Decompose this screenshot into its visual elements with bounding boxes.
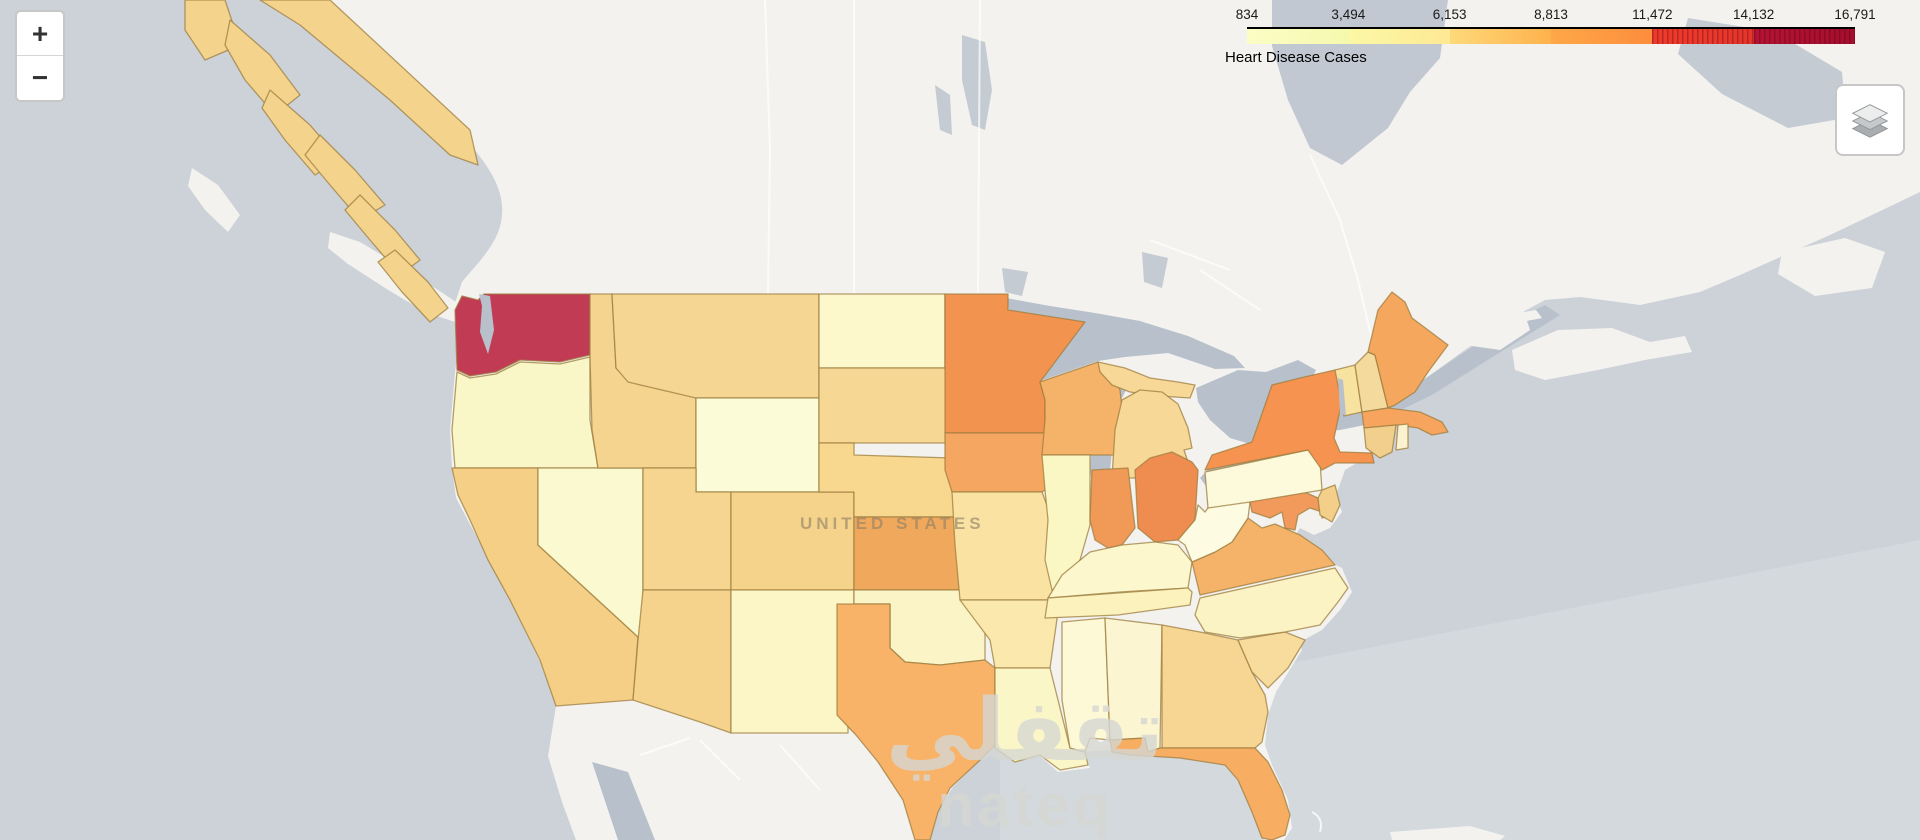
state-MI-upper[interactable] (1097, 361, 1196, 399)
legend-tick: 16,791 (1834, 7, 1876, 22)
puget-sound (479, 294, 494, 354)
state-TX[interactable] (836, 603, 996, 840)
legend-tick: 834 (1235, 7, 1259, 22)
province-border-bc-ab (764, 0, 772, 295)
state-SD[interactable] (818, 367, 953, 444)
state-IN[interactable] (1089, 467, 1136, 549)
legend-ramp-segment (1550, 29, 1653, 44)
province-border-on-qc (1309, 154, 1373, 341)
country-label: UNITED STATES (800, 514, 985, 533)
legend-title: Heart Disease Cases (1225, 49, 1367, 66)
state-ND[interactable] (818, 293, 946, 369)
choropleth-legend: 834 3,494 6,153 8,813 11,472 14,132 16,7… (1225, 7, 1876, 66)
legend-ramp-segment (1449, 29, 1551, 44)
layers-icon (1851, 104, 1889, 138)
nova-scotia (1512, 328, 1692, 380)
state-MT[interactable] (611, 293, 820, 399)
state-NC[interactable] (1194, 567, 1349, 639)
legend-ramp-segment (1753, 29, 1856, 44)
zoom-control: + − (15, 10, 65, 102)
ne-water-inlet (1678, 18, 1846, 128)
state-CO[interactable] (730, 491, 855, 591)
layers-control[interactable] (1835, 84, 1905, 156)
state-NJ[interactable] (1317, 484, 1341, 523)
lake-manitoba (935, 85, 952, 135)
lake-champlain (1338, 378, 1346, 415)
lake-nipigon (1142, 252, 1168, 288)
pacific-ocean (0, 0, 576, 840)
state-WY[interactable] (695, 397, 820, 493)
province-border-mb-on (977, 0, 981, 295)
legend-ramp-segment (1348, 29, 1450, 44)
legend-tick: 3,494 (1331, 7, 1366, 22)
zoom-in-button[interactable]: + (17, 12, 63, 56)
newfoundland (1778, 238, 1885, 296)
legend-tick: 6,153 (1432, 7, 1467, 22)
mexico-state-borders (639, 737, 821, 791)
state-AK[interactable] (259, 0, 479, 166)
state-IA[interactable] (944, 432, 1058, 493)
state-WV[interactable] (1177, 491, 1251, 563)
new-brunswick (1430, 296, 1530, 350)
haida-gwaii-island (188, 168, 240, 232)
state-CT[interactable] (1363, 424, 1397, 459)
gulf-of-mexico (930, 740, 1264, 840)
legend-ramp-segment (1247, 29, 1349, 44)
lake-winnipeg (962, 35, 992, 130)
state-MS[interactable] (1061, 617, 1111, 753)
legend-color-ramp (1247, 27, 1856, 44)
prince-edward-island (1500, 310, 1542, 325)
lake-of-the-woods (1002, 268, 1028, 296)
state-RI[interactable] (1395, 423, 1409, 451)
anticosti-island (1600, 272, 1658, 290)
choropleth-layer (184, 0, 1449, 840)
state-AK-island-6[interactable] (377, 249, 449, 323)
state-TN[interactable] (1044, 587, 1193, 619)
state-OH[interactable] (1134, 451, 1199, 543)
state-FL[interactable] (1109, 737, 1291, 840)
legend-tick: 14,132 (1733, 7, 1775, 22)
state-LA[interactable] (994, 667, 1089, 771)
state-AL[interactable] (1104, 617, 1163, 753)
atlantic-ocean (1265, 192, 1920, 840)
cuba-sliver (1390, 826, 1505, 840)
legend-tick: 11,472 (1632, 7, 1673, 22)
legend-tick: 8,813 (1534, 7, 1568, 22)
legend-tick-labels: 834 3,494 6,153 8,813 11,472 14,132 16,7… (1236, 7, 1876, 27)
gulf-of-california (592, 762, 655, 840)
zoom-out-button[interactable]: − (17, 56, 63, 100)
state-NM[interactable] (730, 589, 855, 734)
legend-ramp-segment (1652, 29, 1754, 44)
canada-road-lines (1149, 239, 1261, 311)
